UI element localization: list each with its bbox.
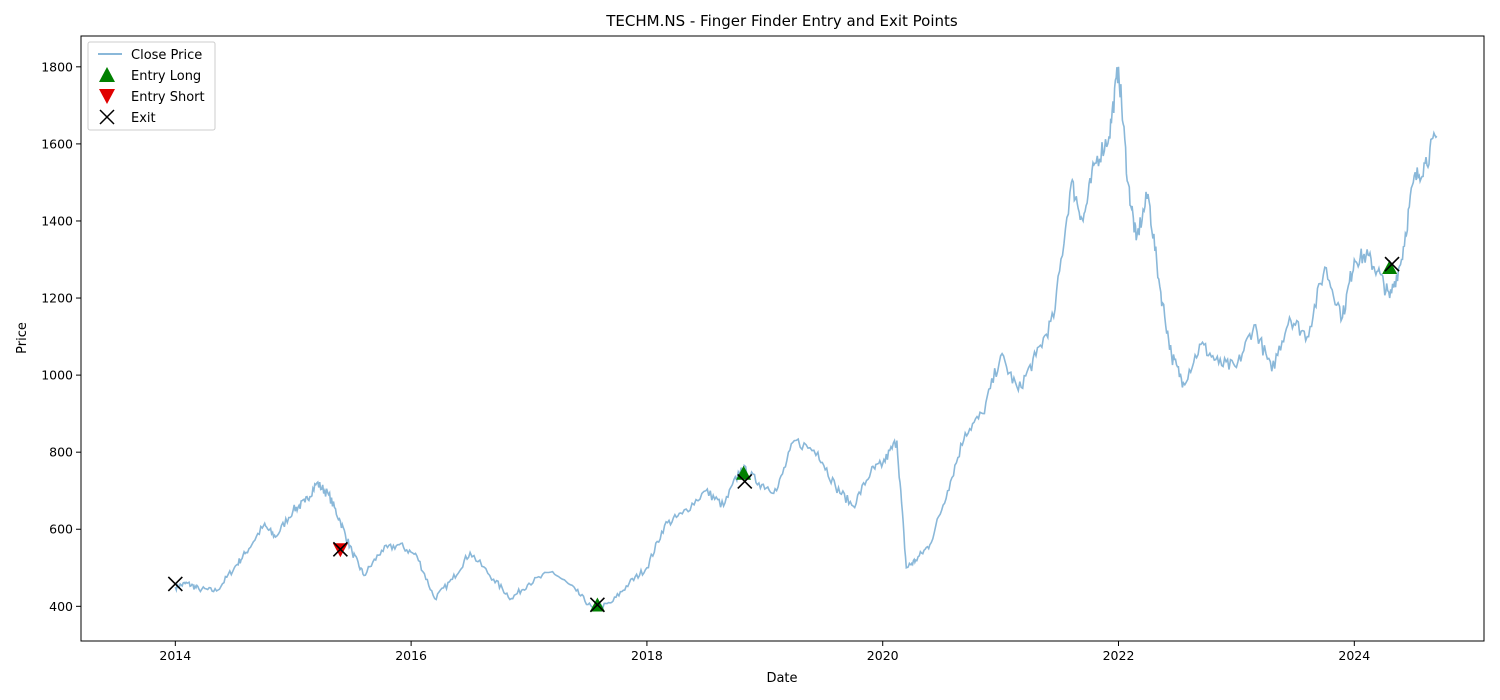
y-tick-label: 600 (49, 522, 73, 537)
exit-marker (1384, 256, 1400, 272)
chart-title: TECHM.NS - Finger Finder Entry and Exit … (605, 12, 958, 30)
x-tick-label: 2022 (1103, 648, 1135, 663)
x-tick-label: 2018 (631, 648, 663, 663)
legend-exit-swatch (99, 109, 115, 125)
y-tick-label: 400 (49, 599, 73, 614)
y-tick-label: 1200 (41, 291, 73, 306)
legend-entry-long-label: Entry Long (131, 69, 201, 84)
exit-marker (167, 576, 183, 592)
legend: Close Price Entry Long Entry Short Exit (87, 41, 216, 131)
exit-marker (589, 597, 605, 613)
y-axis-label: Price (15, 322, 30, 354)
legend-box (87, 41, 216, 131)
x-tick-label: 2024 (1338, 648, 1370, 663)
x-tick-label: 2020 (867, 648, 899, 663)
legend-entry-long-swatch (99, 67, 115, 82)
legend-entry-short-swatch (99, 89, 115, 104)
x-axis-label: Date (766, 671, 797, 686)
y-tick-label: 1400 (41, 213, 73, 228)
legend-exit-label: Exit (131, 111, 156, 126)
x-tick-label: 2016 (395, 648, 427, 663)
y-tick-label: 800 (49, 445, 73, 460)
plot-area (80, 35, 1485, 642)
y-tick-label: 1000 (41, 368, 73, 383)
legend-close-label: Close Price (131, 48, 202, 63)
legend-entry-short-label: Entry Short (131, 90, 205, 105)
close-price-line (174, 66, 1438, 613)
x-tick-label: 2014 (159, 648, 191, 663)
exit-marker (737, 473, 753, 490)
y-tick-label: 1800 (41, 59, 73, 74)
exit-marker (332, 541, 348, 557)
y-tick-label: 1600 (41, 136, 73, 151)
